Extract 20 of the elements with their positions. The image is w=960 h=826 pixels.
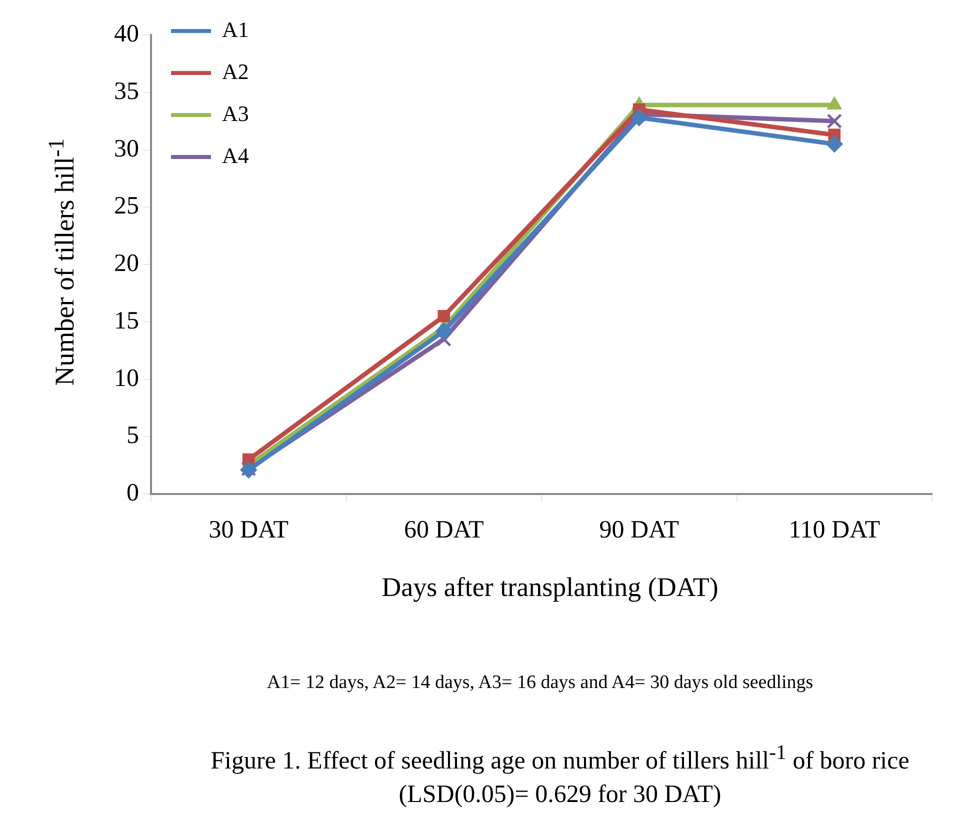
y-tick-label: 20 bbox=[114, 250, 139, 278]
y-tick-label: 15 bbox=[114, 307, 139, 334]
x-tick-label: 30 DAT bbox=[208, 516, 289, 544]
x-tick-label: 60 DAT bbox=[404, 516, 484, 544]
y-tick-label: 5 bbox=[126, 422, 139, 450]
legend-label: A1 bbox=[222, 16, 249, 42]
x-tick-label: 90 DAT bbox=[599, 516, 680, 544]
y-tick-label: 0 bbox=[126, 480, 139, 507]
y-tick-label: 10 bbox=[114, 364, 139, 392]
y-tick-label: 30 bbox=[114, 135, 139, 162]
text: A1= 12 days, A2= 14 days, A3= 16 days and A4= 30 days old seedlings bbox=[266, 672, 814, 694]
y-tick-label: 35 bbox=[114, 78, 139, 105]
legend-label: A2 bbox=[222, 58, 249, 84]
chart-title: Figure 1. Effect of seedling age on number of tillers hill$^{-1}$ of boro rice (LSD(0.05)= 0.629 for 30 DAT) bbox=[210, 740, 910, 808]
legend-label: A3 bbox=[222, 100, 249, 126]
legend-label: A4 bbox=[222, 142, 249, 168]
x-tick-label: 110 DAT bbox=[788, 516, 880, 544]
y-tick-label: 25 bbox=[114, 192, 139, 220]
y-tick-label: 40 bbox=[114, 20, 139, 48]
x-axis-title: Days after transplanting (DAT) bbox=[380, 572, 720, 603]
